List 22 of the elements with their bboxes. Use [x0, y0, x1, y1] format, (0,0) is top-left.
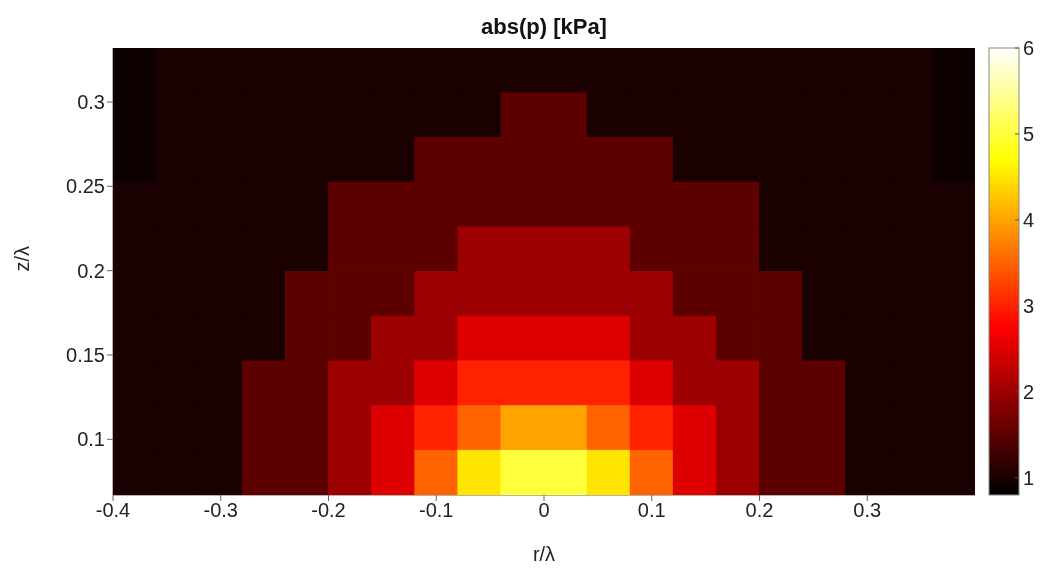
x-tick-label: 0 — [538, 499, 550, 522]
x-tick-label: -0.1 — [419, 499, 454, 522]
chart-title: abs(p) [kPa] — [480, 14, 608, 40]
y-tick-label: 0.25 — [66, 175, 105, 198]
x-tick-label: -0.3 — [203, 499, 238, 522]
y-tick-label: 0.2 — [77, 259, 105, 282]
y-tick-label: 0.15 — [66, 344, 105, 367]
x-axis-title: r/λ — [532, 543, 556, 565]
x-tick-label: -0.2 — [311, 499, 346, 522]
color-bar-label: 3 — [1023, 294, 1035, 317]
x-tick-label: 0.1 — [637, 499, 666, 522]
y-tick-label: 0.1 — [77, 428, 105, 451]
color-bar-label: 6 — [1023, 37, 1035, 59]
color-bar-label: 5 — [1023, 122, 1035, 145]
x-tick-label: 0.3 — [853, 499, 882, 522]
color-bar-label: 1 — [1023, 466, 1035, 489]
y-tick-label: 0.3 — [77, 91, 105, 114]
color-bar-label: 2 — [1023, 380, 1035, 403]
x-tick-label: -0.4 — [95, 499, 131, 522]
color-bar-label: 4 — [1023, 208, 1035, 231]
x-tick-label: 0.2 — [745, 499, 774, 522]
y-axis-title: z/λ — [11, 245, 34, 272]
